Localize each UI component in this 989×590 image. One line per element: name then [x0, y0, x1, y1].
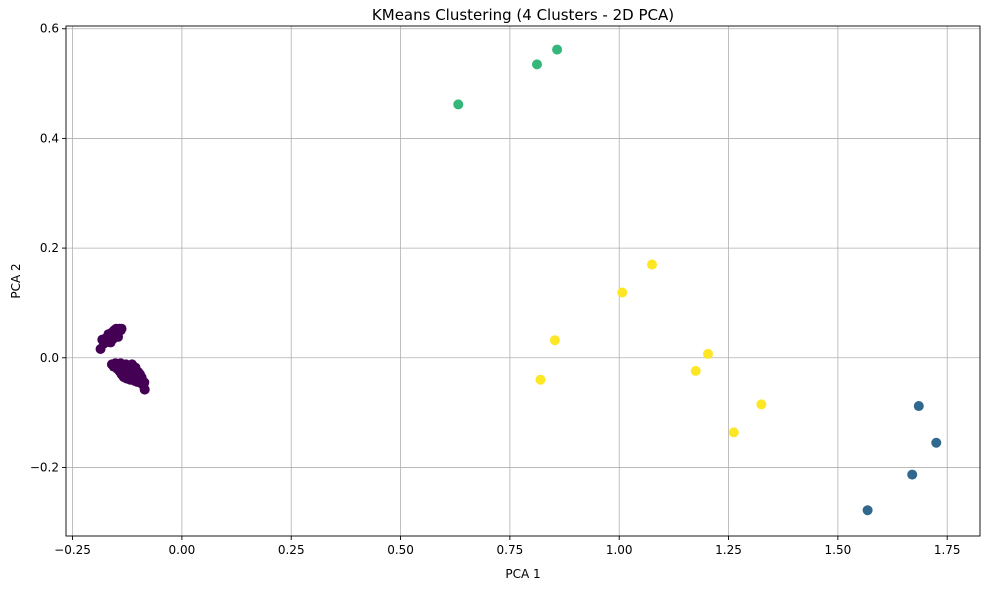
x-tick-label: 1.25: [715, 543, 742, 557]
cluster-1-point: [862, 505, 873, 516]
cluster-0-point: [139, 377, 150, 388]
x-tick-label: 0.50: [387, 543, 414, 557]
plot-frame: [65, 25, 981, 537]
y-axis-label: PCA 2: [9, 263, 23, 298]
cluster-1-point: [913, 401, 924, 412]
cluster-2-point: [453, 99, 464, 110]
y-tick-label: 0.6: [40, 22, 59, 36]
x-tick-label: 0.75: [497, 543, 524, 557]
y-tick-label: −0.2: [30, 460, 59, 474]
x-tick-label: 1.75: [934, 543, 961, 557]
x-tick-label: 0.25: [278, 543, 305, 557]
cluster-2-point: [552, 44, 563, 55]
x-tick-label: 1.50: [825, 543, 852, 557]
grid-lines: [66, 26, 980, 536]
x-tick-label: 1.00: [606, 543, 633, 557]
cluster-0-point: [116, 323, 127, 334]
x-tick-label: −0.25: [54, 543, 91, 557]
cluster-3-point: [647, 259, 658, 270]
y-tick-label: 0.4: [40, 131, 59, 145]
y-tick-label: 0.0: [40, 351, 59, 365]
cluster-2-point: [531, 59, 542, 70]
data-points: [95, 44, 942, 516]
y-tick-label: 0.2: [40, 241, 59, 255]
cluster-3-point: [535, 374, 546, 385]
cluster-3-point: [549, 335, 560, 346]
cluster-3-point: [728, 427, 739, 438]
x-axis-label: PCA 1: [505, 567, 540, 581]
x-tick-label: 0.00: [169, 543, 196, 557]
axis-ticks: −0.25 0.00 0.25 0.50 0.75 1.00 1.25 1.50 1.75 −0.…: [30, 22, 961, 557]
cluster-3-point: [702, 348, 713, 359]
cluster-0-point: [139, 384, 150, 395]
cluster-3-point: [690, 365, 701, 376]
chart-title: KMeans Clustering (4 Clusters - 2D PCA): [372, 6, 674, 24]
cluster-3-point: [756, 399, 767, 410]
cluster-1-point: [931, 437, 942, 448]
cluster-3-point: [617, 287, 628, 298]
cluster-1-point: [907, 469, 918, 480]
